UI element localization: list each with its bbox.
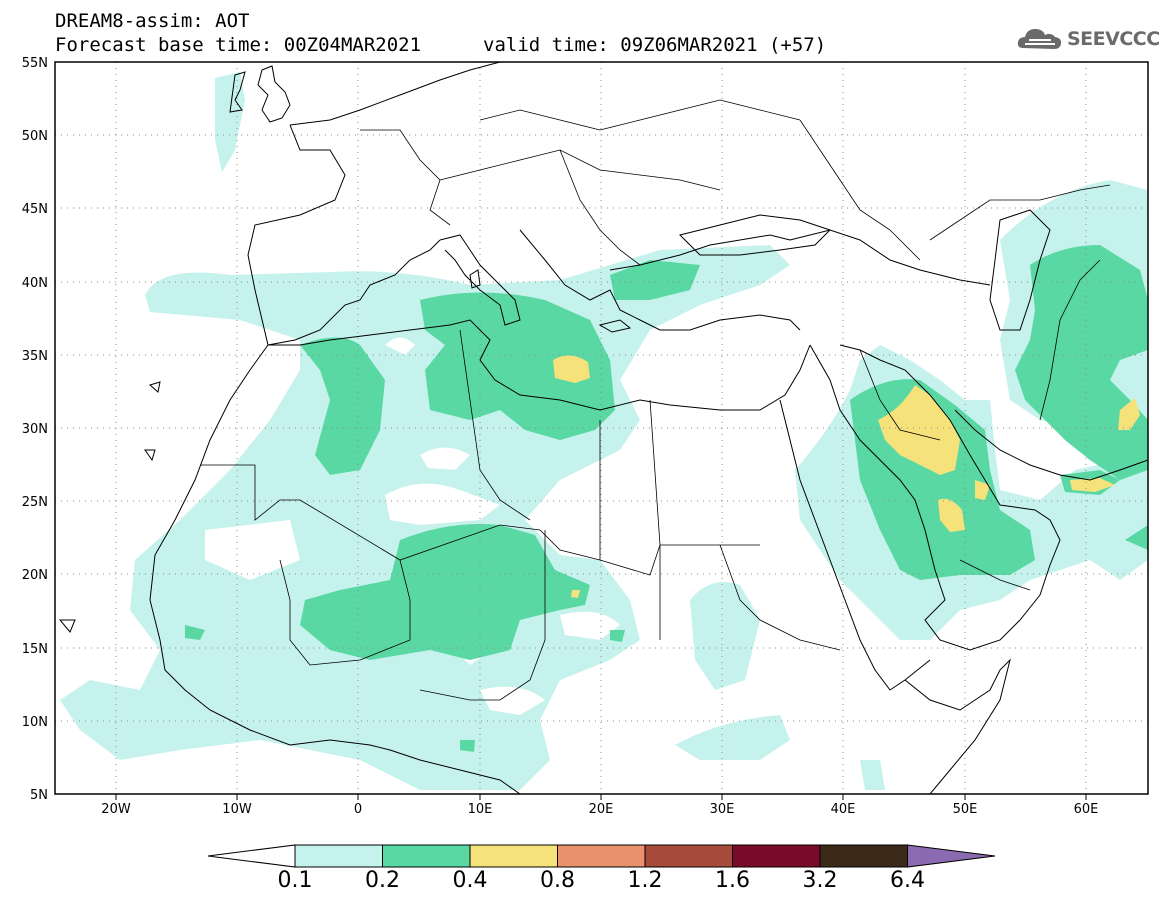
- colorbar-label: 6.4: [890, 868, 925, 893]
- colorbar-label: 0.4: [452, 868, 488, 893]
- colorbar: [207, 844, 996, 868]
- colorbar-label: 0.2: [365, 868, 400, 893]
- lon-label: 20W: [101, 802, 131, 817]
- colorbar-swatch: [557, 844, 646, 868]
- lat-labels: 55N 50N 45N 40N 35N 30N 25N 20N 15N 10N …: [22, 56, 48, 803]
- lat-label: 5N: [30, 788, 48, 803]
- lon-label: 50E: [953, 802, 978, 817]
- lat-label: 55N: [22, 56, 48, 71]
- country-borders: [200, 99, 1111, 701]
- lat-label: 20N: [22, 568, 48, 583]
- lat-label: 25N: [22, 495, 48, 510]
- lon-label: 30E: [710, 802, 735, 817]
- lon-label: 0: [354, 802, 362, 817]
- colorbar-high-arrow: [907, 844, 996, 868]
- coastlines: [58, 62, 1148, 794]
- lat-label: 50N: [22, 129, 48, 144]
- axis-ticks: [115, 794, 1087, 800]
- colorbar-swatch: [819, 844, 908, 868]
- forecast-base-time: Forecast base time: 00Z04MAR2021: [55, 34, 422, 56]
- lon-label: 40E: [831, 802, 856, 817]
- colorbar-low-arrow: [207, 844, 296, 868]
- colorbar-label: 0.8: [540, 868, 575, 893]
- lat-label: 40N: [22, 276, 48, 291]
- logo-text: SEEVCCC: [1067, 28, 1160, 50]
- lon-label: 10E: [468, 802, 493, 817]
- aot-field: [55, 62, 1148, 794]
- cloud-icon: [1017, 29, 1062, 49]
- map-title: DREAM8-assim: AOT: [55, 10, 250, 32]
- colorbar-swatch: [469, 844, 558, 868]
- colorbar-label: 1.2: [627, 868, 663, 893]
- lat-label: 45N: [22, 202, 48, 217]
- lat-label: 35N: [22, 349, 48, 364]
- lat-label: 10N: [22, 715, 48, 730]
- colorbar-label: 0.1: [277, 868, 313, 893]
- colorbar-swatch: [382, 844, 471, 868]
- lat-label: 30N: [22, 422, 48, 437]
- aot-holes: [205, 337, 620, 715]
- lon-label: 10W: [222, 802, 252, 817]
- colorbar-swatch: [644, 844, 733, 868]
- lon-label: 20E: [589, 802, 614, 817]
- seevccc-logo: SEEVCCC: [1015, 22, 1160, 56]
- colorbar-label: 3.2: [802, 868, 838, 893]
- lon-label: 60E: [1074, 802, 1099, 817]
- valid-time: valid time: 09Z06MAR2021 (+57): [483, 34, 827, 56]
- colorbar-swatch: [294, 844, 383, 868]
- graticule: [55, 62, 1148, 794]
- lon-labels: 20W 10W 0 10E 20E 30E 40E 50E 60E: [101, 802, 1098, 817]
- colorbar-swatch: [732, 844, 821, 868]
- colorbar-label: 1.6: [715, 868, 750, 893]
- lat-label: 15N: [22, 642, 48, 657]
